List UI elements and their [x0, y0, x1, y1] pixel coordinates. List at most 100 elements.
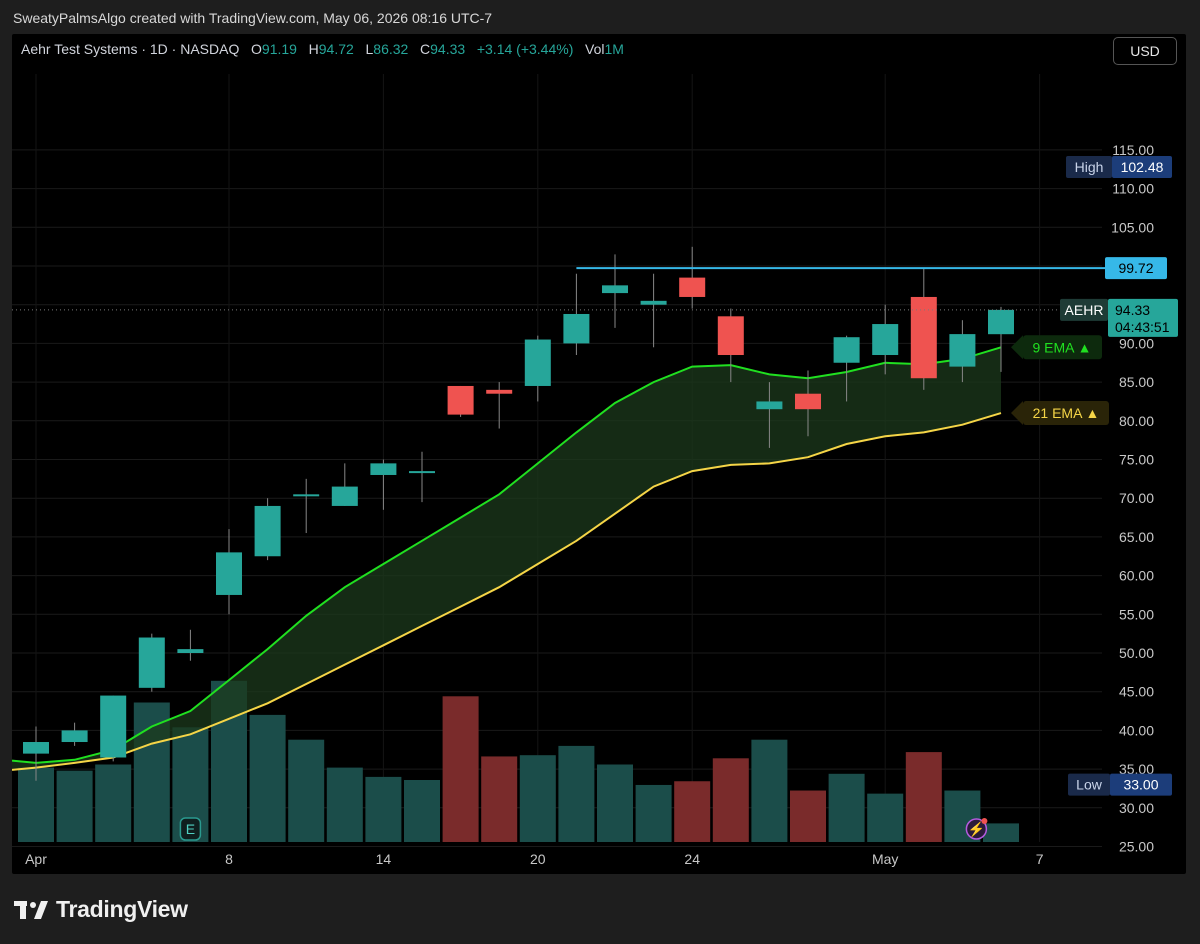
open-value: 91.19	[261, 41, 297, 57]
volume-bar	[442, 696, 479, 842]
y-tick-label: 50.00	[1119, 645, 1154, 661]
symbol-name: Aehr Test Systems · 1D · NASDAQ	[21, 41, 240, 57]
candle-body	[524, 339, 551, 386]
x-tick-label: 20	[530, 851, 546, 867]
candle-body	[177, 649, 204, 653]
high-tag-value: 102.48	[1121, 159, 1164, 175]
symbol-legend: Aehr Test Systems · 1D · NASDAQ O91.19 H…	[21, 41, 624, 57]
volume-bar	[519, 755, 556, 842]
candle-body	[833, 337, 860, 363]
price-tag-symbol: AEHR	[1065, 302, 1104, 318]
high-tag-label: High	[1075, 159, 1104, 175]
candle-body	[679, 277, 706, 297]
x-tick-label: May	[872, 851, 898, 867]
volume-bar	[983, 823, 1019, 842]
price-axis: 20.0025.0030.0035.0040.0045.0050.0055.00…	[1111, 142, 1154, 855]
ema21-tag-pointer	[1011, 401, 1023, 426]
y-tick-label: 45.00	[1119, 684, 1154, 700]
candle-body	[717, 316, 744, 356]
price-chart[interactable]: 20.0025.0030.0035.0040.0045.0050.0055.00…	[12, 34, 1186, 874]
volume-bar	[288, 739, 325, 842]
volume-bar	[365, 776, 402, 842]
candle-body	[254, 505, 281, 557]
close-value: 94.33	[430, 41, 466, 57]
event-marker-dot	[981, 818, 988, 824]
volume-bar	[674, 781, 711, 842]
chart-frame[interactable]: 20.0025.0030.0035.0040.0045.0050.0055.00…	[12, 34, 1186, 874]
price-tag-symbol-bg	[1060, 298, 1108, 321]
volume-bar	[867, 793, 904, 842]
candle-body	[795, 393, 821, 410]
ema9-tag-pointer	[1011, 335, 1023, 360]
ema21-tag: 21 EMA ▲	[1033, 405, 1100, 421]
y-tick-label: 80.00	[1119, 413, 1154, 429]
volume-bar	[404, 780, 440, 842]
resistance-tag-bg	[1105, 257, 1167, 280]
volume-bar	[558, 745, 595, 842]
high-value: 94.72	[318, 41, 354, 57]
tradingview-logo-icon	[14, 900, 48, 919]
y-tick-label: 40.00	[1119, 722, 1154, 738]
y-tick-label: 105.00	[1111, 219, 1154, 235]
candles	[23, 246, 1014, 781]
earnings-marker-icon	[179, 817, 202, 841]
open-label: O	[251, 41, 262, 57]
candle-body	[949, 334, 976, 367]
price-tag-countdown: 04:43:51	[1115, 319, 1170, 335]
candle-body	[216, 552, 242, 595]
y-tick-label: 70.00	[1119, 490, 1154, 506]
low-tag-label-bg	[1068, 773, 1110, 796]
volume-bars	[18, 680, 1019, 842]
candle-body	[640, 300, 667, 305]
volume-bar	[635, 784, 672, 842]
brand-name: TradingView	[56, 896, 188, 922]
x-tick-label: 8	[225, 851, 233, 867]
ema21-line	[12, 412, 1002, 771]
ema-ribbon-fill	[12, 347, 1001, 770]
volume-bar	[790, 790, 826, 842]
y-tick-label: 35.00	[1119, 761, 1154, 777]
high-tag-label-bg	[1066, 156, 1112, 178]
volume-bar	[95, 764, 132, 842]
candle-body	[100, 695, 127, 758]
candle-body	[563, 313, 590, 344]
candle-body	[872, 324, 899, 356]
y-tick-label: 75.00	[1119, 452, 1154, 468]
y-tick-label: 25.00	[1119, 839, 1154, 855]
candle-body	[138, 637, 165, 688]
ema21-tag-bg	[1023, 401, 1109, 426]
high-tag-value-bg	[1112, 156, 1172, 178]
y-tick-label: 65.00	[1119, 529, 1154, 545]
candle-body	[602, 285, 628, 294]
close-label: C	[420, 41, 431, 57]
volume-bar	[751, 739, 788, 842]
volume-bar	[905, 752, 942, 842]
x-tick-label: Apr	[25, 851, 47, 867]
volume-bar	[249, 714, 286, 842]
ema9-line	[12, 346, 1002, 764]
candle-body	[486, 389, 513, 394]
time-axis: Apr8142024May7131	[25, 851, 1044, 867]
candle-body	[23, 742, 49, 754]
y-tick-label: 85.00	[1119, 374, 1154, 390]
currency-button[interactable]: USD	[1113, 37, 1177, 65]
candle-body	[447, 385, 474, 415]
candle-body	[331, 486, 358, 506]
event-marker: ⚡	[968, 821, 985, 838]
volume-bar	[56, 770, 93, 842]
volume-bar	[481, 756, 518, 842]
volume-label: Vol	[585, 41, 605, 57]
y-tick-label: 30.00	[1119, 800, 1154, 816]
candle-body	[409, 471, 435, 474]
volume-value: 1M	[604, 41, 624, 57]
volume-bar	[712, 758, 749, 842]
low-tag-label: Low	[1076, 777, 1103, 793]
change-value: +3.14 (+3.44%)	[476, 41, 574, 57]
price-tag-bg	[1108, 298, 1178, 337]
x-tick-label: 14	[376, 851, 392, 867]
candle-body	[293, 494, 320, 497]
low-tag-value: 33.00	[1123, 777, 1158, 793]
volume-bar	[828, 773, 865, 842]
event-marker-icon	[965, 818, 988, 840]
